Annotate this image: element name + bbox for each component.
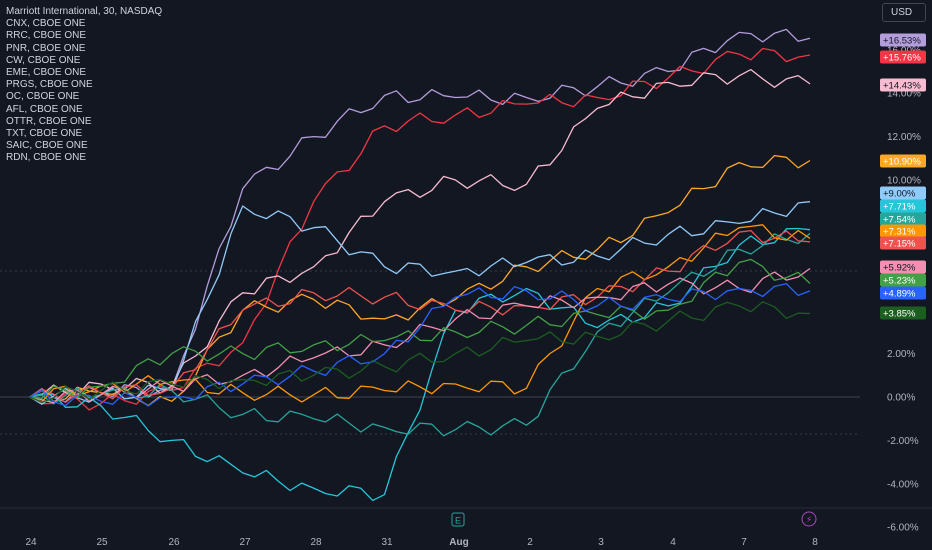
legend-item-oc[interactable]: OC, CBOE ONE xyxy=(6,91,80,103)
price-badge: +7.15% xyxy=(880,236,926,250)
y-tick-label: 14.00% xyxy=(887,89,921,100)
earnings-marker-box[interactable] xyxy=(451,512,465,527)
price-badge-bg xyxy=(880,33,926,47)
price-badge-label: +7.54% xyxy=(883,214,916,225)
legend-item-cw[interactable]: CW, CBOE ONE xyxy=(6,54,81,66)
lightning-icon[interactable]: ⚡ xyxy=(806,516,812,526)
price-badge-label: +9.00% xyxy=(883,188,916,199)
price-badge: +15.76% xyxy=(880,50,926,64)
x-tick-label: 2 xyxy=(527,537,533,548)
price-badge-label: +4.89% xyxy=(883,288,916,299)
price-badge: +7.71% xyxy=(880,199,926,213)
legend-item-prgs[interactable]: PRGS, CBOE ONE xyxy=(6,79,93,91)
legend-item-afl[interactable]: AFL, CBOE ONE xyxy=(6,103,83,115)
series-line-0[interactable] xyxy=(29,28,811,403)
y-tick-label: -6.00% xyxy=(887,523,919,534)
price-badge-label: +14.43% xyxy=(883,80,921,91)
dividend-marker-circle[interactable] xyxy=(801,511,817,527)
price-badge: +5.23% xyxy=(880,273,926,287)
x-tick-label: 8 xyxy=(812,537,818,548)
price-badge: +3.85% xyxy=(880,306,926,320)
x-tick-label: 26 xyxy=(168,537,180,548)
x-tick-label: 31 xyxy=(381,537,393,548)
series-line-10[interactable] xyxy=(29,258,811,400)
earnings-marker-icon[interactable]: E xyxy=(455,516,461,526)
y-tick-label: 0.00% xyxy=(887,393,915,404)
series-line-7[interactable] xyxy=(29,224,811,403)
legend-item-saic[interactable]: SAIC, CBOE ONE xyxy=(6,140,88,152)
price-badge-label: +7.31% xyxy=(883,226,916,237)
price-badge-label: +7.15% xyxy=(883,238,916,249)
legend-item-pnr[interactable]: PNR, CBOE ONE xyxy=(6,42,86,54)
x-tick-label: 24 xyxy=(25,537,37,548)
price-badge-bg xyxy=(880,199,926,213)
legend-item-ottr[interactable]: OTTR, CBOE ONE xyxy=(6,115,92,127)
price-badge: +4.89% xyxy=(880,286,926,300)
y-tick-label: 12.00% xyxy=(887,132,921,143)
x-tick-label: 28 xyxy=(310,537,322,548)
price-badge-bg xyxy=(880,50,926,64)
main-symbol-title[interactable]: Marriott International, 30, NASDAQ xyxy=(6,6,163,17)
x-tick-label: 27 xyxy=(239,537,251,548)
currency-button[interactable]: USD xyxy=(882,3,926,22)
series-line-5[interactable] xyxy=(29,227,811,502)
price-badge: +10.90% xyxy=(880,154,926,168)
series-line-8[interactable] xyxy=(29,229,811,404)
x-tick-label: 25 xyxy=(96,537,108,548)
price-badge: +5.92% xyxy=(880,260,926,274)
price-badge-bg xyxy=(880,224,926,238)
y-tick-label: -4.00% xyxy=(887,479,919,490)
y-tick-label: 10.00% xyxy=(887,176,921,187)
price-badge: +9.00% xyxy=(880,186,926,200)
event-markers[interactable]: E ⚡ xyxy=(451,511,817,527)
series-line-12[interactable] xyxy=(29,301,811,404)
x-tick-label: 3 xyxy=(598,537,604,548)
series-line-3[interactable] xyxy=(29,154,811,407)
price-badge-bg xyxy=(880,306,926,320)
price-badge-bg xyxy=(880,186,926,200)
price-badge-label: +7.71% xyxy=(883,201,916,212)
price-badge-label: +15.76% xyxy=(883,52,921,63)
price-badge: +7.31% xyxy=(880,224,926,238)
price-badge-bg xyxy=(880,273,926,287)
x-axis[interactable]: 24 25 26 27 28 31 Aug 2 3 4 7 8 xyxy=(25,537,818,548)
series-line-4[interactable] xyxy=(29,201,811,405)
price-badge-bg xyxy=(880,212,926,226)
price-badge-bg xyxy=(880,260,926,274)
legend-item-eme[interactable]: EME, CBOE ONE xyxy=(6,67,87,79)
price-badge-bg xyxy=(880,78,926,92)
series-line-1[interactable] xyxy=(29,47,811,411)
legend-item-rrc[interactable]: RRC, CBOE ONE xyxy=(6,30,87,42)
y-tick-label: -2.00% xyxy=(887,436,919,447)
legend-item-rdn[interactable]: RDN, CBOE ONE xyxy=(6,152,87,164)
price-badge: +16.53% xyxy=(880,33,926,47)
x-tick-label: Aug xyxy=(449,537,468,548)
legend-item-txt[interactable]: TXT, CBOE ONE xyxy=(6,128,83,140)
y-tick-label: 2.00% xyxy=(887,349,915,360)
price-badge-label: +5.92% xyxy=(883,262,916,273)
legend-item-cnx[interactable]: CNX, CBOE ONE xyxy=(6,18,86,30)
price-badge-label: +3.85% xyxy=(883,308,916,319)
price-badge-bg xyxy=(880,236,926,250)
chart-legend: Marriott International, 30, NASDAQ CNX, … xyxy=(6,6,162,165)
price-badge: +7.54% xyxy=(880,212,926,226)
price-badge-bg xyxy=(880,154,926,168)
x-tick-label: 7 xyxy=(741,537,747,548)
price-badge: +14.43% xyxy=(880,78,926,92)
series-layer xyxy=(29,28,811,502)
x-tick-label: 4 xyxy=(670,537,676,548)
series-line-11[interactable] xyxy=(29,283,811,407)
price-badges: +16.53% +15.76% +14.43% +10.90% +9.00% +7.71%… xyxy=(880,33,926,320)
price-badge-label: +5.23% xyxy=(883,275,916,286)
price-badge-label: +16.53% xyxy=(883,35,921,46)
price-badge-label: +10.90% xyxy=(883,156,921,167)
price-badge-bg xyxy=(880,286,926,300)
